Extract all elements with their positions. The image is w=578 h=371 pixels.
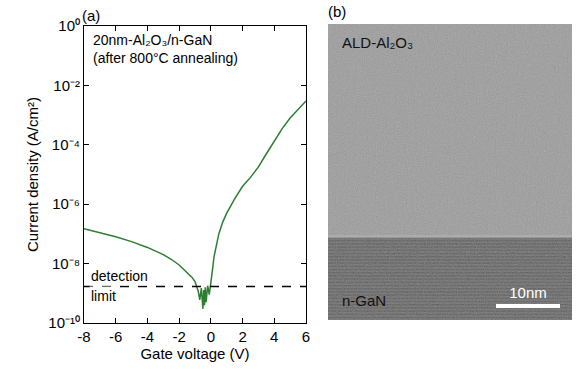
svg-text:0: 0 xyxy=(207,328,215,345)
svg-text:n-GaN: n-GaN xyxy=(342,292,386,309)
svg-text:10nm: 10nm xyxy=(509,284,547,301)
svg-text:limit: limit xyxy=(91,288,116,304)
svg-text:4: 4 xyxy=(270,328,278,345)
svg-text:detection: detection xyxy=(91,268,148,284)
svg-text:Gate voltage (V): Gate voltage (V) xyxy=(140,345,249,362)
svg-text:ALD-Al₂O₃: ALD-Al₂O₃ xyxy=(342,34,413,51)
svg-text:10⁻²: 10⁻² xyxy=(53,77,80,94)
svg-text:(b): (b) xyxy=(328,3,346,20)
svg-text:10⁻⁶: 10⁻⁶ xyxy=(52,195,80,212)
svg-text:10⁻⁸: 10⁻⁸ xyxy=(52,255,80,272)
svg-text:6: 6 xyxy=(302,328,310,345)
svg-text:20nm-Al₂O₃/n-GaN(after 800°C a: 20nm-Al₂O₃/n-GaN(after 800°C annealing) xyxy=(93,32,238,66)
svg-text:-8: -8 xyxy=(77,328,90,345)
svg-text:-2: -2 xyxy=(172,328,185,345)
svg-text:10⁻¹⁰: 10⁻¹⁰ xyxy=(48,314,80,331)
svg-text:10⁰: 10⁰ xyxy=(58,17,80,34)
svg-text:(a): (a) xyxy=(82,7,100,24)
svg-text:Current density (A/cm²): Current density (A/cm²) xyxy=(24,97,41,252)
svg-text:2: 2 xyxy=(238,328,246,345)
svg-text:-4: -4 xyxy=(141,328,154,345)
svg-text:10⁻⁴: 10⁻⁴ xyxy=(52,136,80,153)
svg-text:-6: -6 xyxy=(109,328,122,345)
